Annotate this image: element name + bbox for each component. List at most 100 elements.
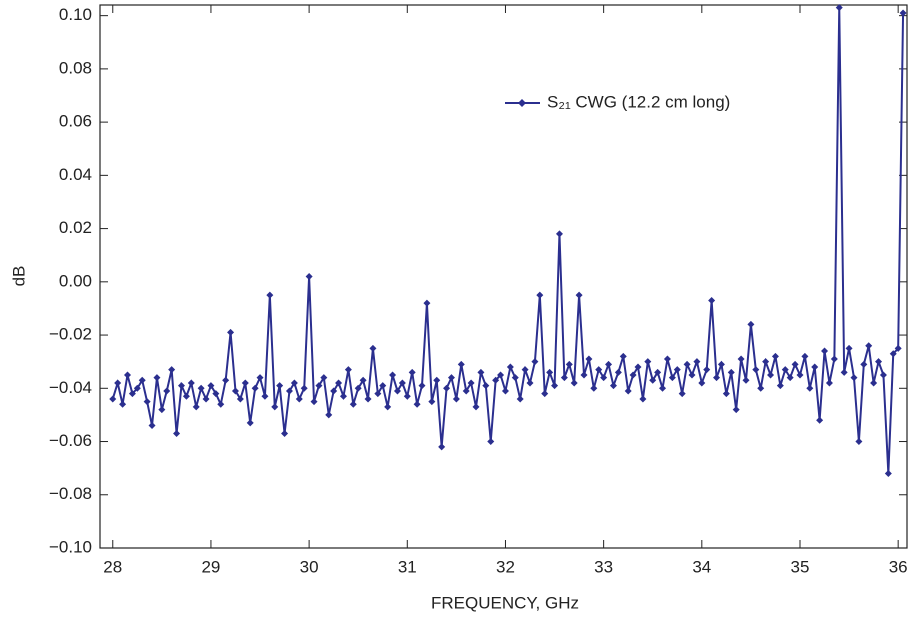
data-point (349, 400, 357, 408)
data-point (708, 296, 716, 304)
data-point (663, 355, 671, 363)
data-point (590, 384, 598, 392)
x-tick-label: 35 (791, 557, 810, 576)
data-point (767, 371, 775, 379)
data-point (531, 358, 539, 366)
y-tick-label: −0.10 (49, 537, 92, 556)
x-tick-label: 36 (889, 557, 908, 576)
data-point (310, 398, 318, 406)
data-point (639, 395, 647, 403)
data-point (222, 376, 230, 384)
plot-frame (99, 4, 908, 549)
data-point (418, 382, 426, 390)
data-point (266, 291, 274, 299)
data-point (845, 344, 853, 352)
data-point (575, 291, 583, 299)
data-point (580, 371, 588, 379)
y-tick-label: −0.08 (49, 484, 92, 503)
data-point (875, 358, 883, 366)
data-point (546, 368, 554, 376)
data-point (447, 374, 455, 382)
data-point (742, 376, 750, 384)
data-point (796, 371, 804, 379)
data-point (285, 387, 293, 395)
data-point (747, 320, 755, 328)
data-point (855, 438, 863, 446)
data-point (752, 366, 760, 374)
data-point (565, 360, 573, 368)
data-point (438, 443, 446, 451)
data-point (806, 384, 814, 392)
data-point (212, 390, 220, 398)
data-point (713, 374, 721, 382)
data-point (369, 344, 377, 352)
data-point (295, 395, 303, 403)
legend-label: S₂₁ CWG (12.2 cm long) (547, 92, 730, 111)
data-point (128, 390, 136, 398)
data-point (359, 376, 367, 384)
data-point (246, 419, 254, 427)
data-point (153, 374, 161, 382)
data-point (143, 398, 151, 406)
data-point (825, 379, 833, 387)
data-point (688, 371, 696, 379)
data-point (850, 374, 858, 382)
data-point (698, 379, 706, 387)
data-point (634, 363, 642, 371)
data-point (300, 384, 308, 392)
data-point (762, 358, 770, 366)
data-point (305, 273, 313, 280)
data-point (816, 416, 824, 424)
data-point (497, 371, 505, 379)
data-point (541, 390, 549, 398)
y-tick-label: 0.08 (59, 58, 92, 77)
data-point (413, 400, 421, 408)
data-point (197, 384, 205, 392)
data-point (241, 379, 249, 387)
data-point (605, 360, 613, 368)
data-point (158, 406, 166, 414)
data-point (325, 411, 333, 419)
data-point (482, 382, 490, 390)
data-point (516, 395, 524, 403)
data-point (727, 368, 735, 376)
data-point (791, 360, 799, 368)
data-point (757, 384, 765, 392)
data-point (168, 366, 176, 374)
data-point (555, 230, 563, 238)
data-point (870, 379, 878, 387)
data-point (693, 358, 701, 366)
data-point (315, 382, 323, 390)
y-tick-label: 0.02 (59, 218, 92, 237)
data-point (330, 387, 338, 395)
data-point (364, 395, 372, 403)
data-point (487, 438, 495, 446)
data-point (506, 363, 514, 371)
x-tick-label: 29 (201, 557, 220, 576)
data-point (173, 430, 181, 438)
data-point (354, 384, 362, 392)
data-point (737, 355, 745, 363)
y-tick-label: 0.10 (59, 5, 92, 24)
data-point (236, 395, 244, 403)
data-point (477, 368, 485, 376)
data-point (860, 360, 868, 368)
data-point (683, 360, 691, 368)
data-point (462, 387, 470, 395)
data-point (138, 376, 146, 384)
data-point (889, 350, 897, 358)
data-point (865, 342, 873, 350)
data-point (703, 366, 711, 374)
data-point (423, 299, 431, 307)
data-point (811, 363, 819, 371)
data-point (261, 392, 269, 400)
data-point (717, 360, 725, 368)
data-point (776, 382, 784, 390)
data-point (207, 382, 215, 390)
x-tick-label: 34 (692, 557, 711, 576)
data-point (177, 382, 185, 390)
data-point (335, 379, 343, 387)
data-point (722, 390, 730, 398)
data-point (821, 347, 829, 355)
data-point (884, 469, 892, 477)
